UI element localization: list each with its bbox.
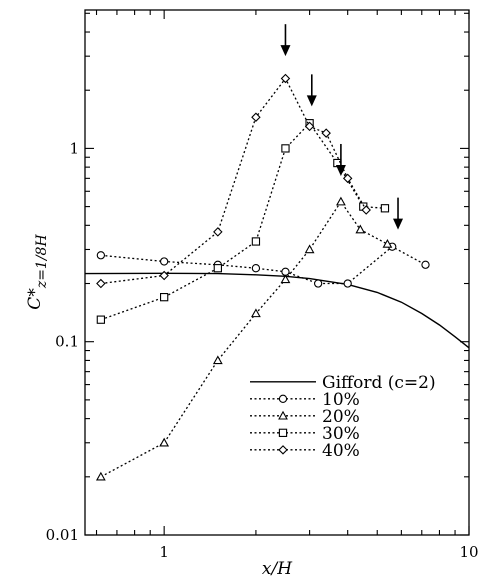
diamond-marker (278, 445, 288, 455)
peak-arrow (306, 74, 317, 107)
series-layer (84, 73, 470, 481)
x-tick-label: 1 (159, 543, 169, 561)
square-marker (278, 428, 288, 437)
circle-marker (421, 260, 430, 269)
legend-label: 10% (322, 390, 360, 410)
square-marker (380, 204, 390, 213)
legend-item: 20% (250, 407, 360, 427)
series-40- (96, 73, 371, 289)
series-line (100, 77, 367, 285)
triangle-marker (280, 274, 291, 284)
y-tick-label: 0.01 (46, 526, 79, 544)
axis-ticks (85, 10, 470, 536)
legend-label: 30% (322, 424, 360, 444)
legend-item: 30% (250, 424, 360, 444)
legend-label: 40% (322, 441, 360, 461)
arrow-head (280, 45, 291, 57)
y-axis-label-sub: z=1/8H (34, 234, 50, 290)
legend-item: 40% (250, 441, 360, 461)
circle-marker (313, 279, 323, 288)
plot-frame (84, 9, 470, 536)
legend-item: Gifford (c=2) (250, 373, 436, 393)
square-marker (281, 144, 290, 153)
svg-text:C*z=1/8H: C*z=1/8H (25, 234, 50, 310)
triangle-marker (212, 355, 223, 365)
tick-labels: 1 10 0.01 0.1 1 (46, 139, 479, 561)
series-gifford-c-2- (84, 272, 470, 349)
triangle-marker (95, 471, 106, 481)
triangle-marker (336, 196, 346, 206)
legend-label: Gifford (c=2) (322, 373, 436, 393)
y-axis-label-main: C* (25, 288, 45, 310)
circle-marker (251, 264, 261, 273)
arrow-head (335, 164, 346, 176)
triangle-marker (251, 308, 261, 318)
arrow-head (306, 95, 317, 107)
diamond-marker (342, 173, 353, 184)
x-axis-label: x/H (262, 559, 293, 579)
legend-label: 20% (322, 407, 360, 427)
series-line (84, 272, 470, 349)
y-axis-label: C*z=1/8H (25, 234, 50, 310)
peak-arrow (280, 24, 291, 57)
diamond-marker (251, 112, 261, 122)
y-tick-label: 0.1 (55, 333, 79, 351)
peak-arrow (393, 197, 404, 230)
circle-marker (278, 394, 288, 403)
diamond-marker (361, 205, 371, 215)
triangle-marker (355, 224, 366, 234)
y-tick-label: 1 (69, 139, 79, 157)
series-line (100, 245, 426, 285)
diamond-marker (280, 73, 291, 84)
series-line (100, 122, 385, 321)
series-30- (96, 119, 390, 324)
diamond-marker (96, 278, 106, 289)
diamond-marker (304, 121, 315, 132)
series-20- (95, 196, 393, 481)
square-marker (160, 293, 169, 302)
peak-arrows (280, 24, 404, 230)
square-marker (96, 315, 106, 324)
triangle-marker (159, 437, 170, 447)
square-marker (251, 237, 261, 246)
circle-marker (96, 251, 106, 260)
circle-marker (343, 279, 352, 288)
triangle-marker (278, 410, 288, 420)
series-10- (96, 242, 430, 288)
arrow-head (393, 218, 404, 230)
x-tick-label: 10 (459, 543, 478, 561)
peak-arrow (335, 143, 346, 176)
diamond-marker (159, 270, 169, 281)
legend: Gifford (c=2)10%20%30%40% (250, 373, 436, 461)
square-marker (213, 264, 222, 273)
triangle-marker (382, 238, 393, 248)
diamond-marker (321, 128, 331, 138)
circle-marker (160, 257, 169, 266)
diamond-marker (213, 227, 223, 237)
circle-marker (281, 267, 290, 276)
legend-item: 10% (250, 390, 360, 410)
triangle-marker (304, 244, 315, 254)
